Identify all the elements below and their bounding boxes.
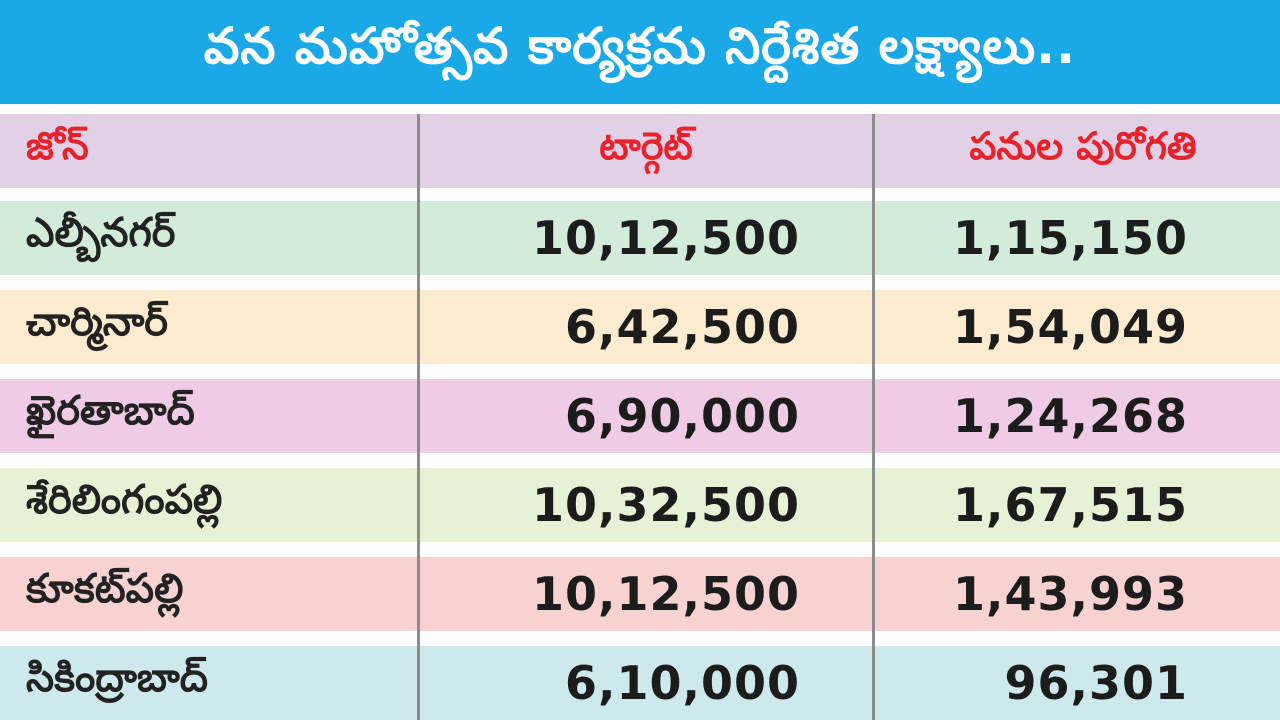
table-row: సికింద్రాబాద్ 6,10,000 96,301 xyxy=(0,646,1280,720)
zone-name: ఎల్బీనగర్ xyxy=(26,210,176,256)
title-banner: వన మహోత్సవ కార్యక్రమ నిర్దేశిత లక్ష్యాలు… xyxy=(0,0,1280,104)
zone-name: చార్మినార్ xyxy=(26,299,168,345)
target-value: 6,42,500 xyxy=(565,300,800,354)
zone-name: ఖైరతాబాద్ xyxy=(26,388,195,434)
table-row: చార్మినార్ 6,42,500 1,54,049 xyxy=(0,290,1280,364)
column-divider xyxy=(872,114,875,720)
header-progress: పనుల పురోగతి xyxy=(969,124,1197,168)
target-value: 10,12,500 xyxy=(532,567,800,621)
zone-name: కూకట్‌పల్లి xyxy=(26,566,184,612)
table-row: ఖైరతాబాద్ 6,90,000 1,24,268 xyxy=(0,379,1280,453)
progress-value: 1,15,150 xyxy=(953,211,1188,265)
progress-value: 1,43,993 xyxy=(953,567,1188,621)
page-title: వన మహోత్సవ కార్యక్రమ నిర్దేశిత లక్ష్యాలు… xyxy=(203,16,1077,75)
target-value: 6,90,000 xyxy=(565,389,800,443)
progress-value: 1,67,515 xyxy=(953,478,1188,532)
column-divider xyxy=(417,114,420,720)
table-header-row: జోన్ టార్గెట్ పనుల పురోగతి xyxy=(0,114,1280,188)
target-value: 10,12,500 xyxy=(532,211,800,265)
target-value: 10,32,500 xyxy=(532,478,800,532)
progress-value: 1,24,268 xyxy=(953,389,1188,443)
table-row: ఎల్బీనగర్ 10,12,500 1,15,150 xyxy=(0,201,1280,275)
target-value: 6,10,000 xyxy=(565,656,800,710)
table-row: కూకట్‌పల్లి 10,12,500 1,43,993 xyxy=(0,557,1280,631)
zone-name: సికింద్రాబాద్ xyxy=(26,655,208,701)
header-target: టార్గెట్ xyxy=(599,124,693,168)
progress-value: 1,54,049 xyxy=(953,300,1188,354)
header-zone: జోన్ xyxy=(26,124,89,168)
zone-name: శేరిలింగంపల్లి xyxy=(26,477,223,523)
progress-value: 96,301 xyxy=(1004,656,1188,710)
table-row: శేరిలింగంపల్లి 10,32,500 1,67,515 xyxy=(0,468,1280,542)
